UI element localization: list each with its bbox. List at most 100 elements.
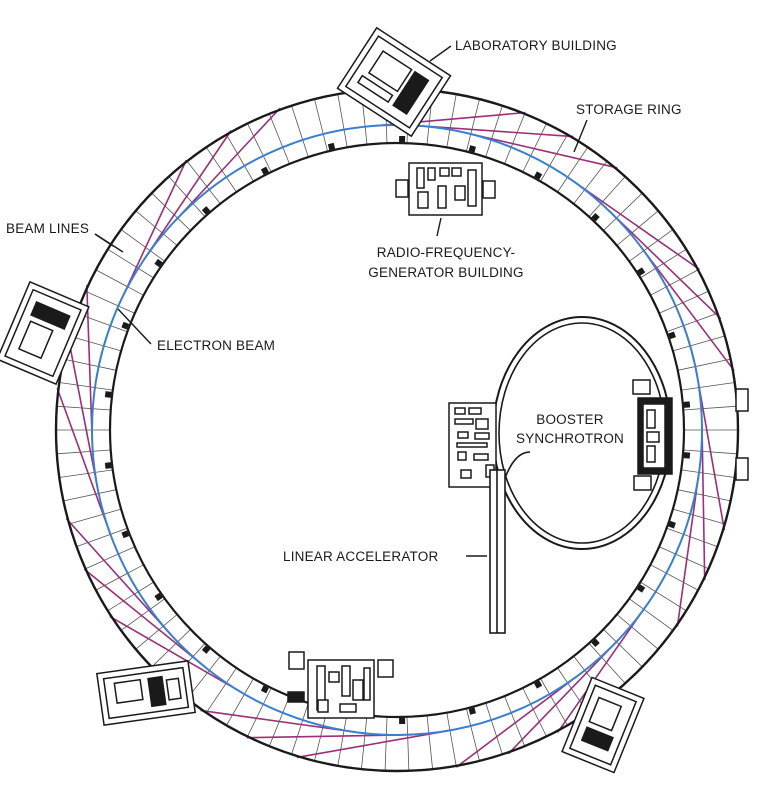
beam-line bbox=[67, 335, 99, 489]
ring-segment-line bbox=[466, 99, 480, 152]
booster-equipment-building bbox=[632, 379, 673, 491]
magnet-block bbox=[668, 331, 676, 340]
ring-segment-line bbox=[603, 192, 643, 231]
ring-segment-line bbox=[151, 192, 191, 231]
linear-accelerator-tube bbox=[489, 451, 531, 634]
beam-line bbox=[56, 387, 112, 535]
magnet-block bbox=[534, 171, 543, 180]
ring-segment-line bbox=[672, 335, 725, 352]
ring-segment-line bbox=[151, 629, 191, 668]
magnet-block bbox=[534, 680, 543, 689]
outer-marker-square-1 bbox=[735, 388, 749, 412]
ring-segment-line bbox=[120, 598, 166, 631]
ring-segment-line bbox=[672, 508, 725, 525]
rf-generator-building bbox=[395, 162, 496, 216]
magnet-block bbox=[154, 258, 163, 268]
label-storage-ring: STORAGE RING bbox=[576, 102, 682, 117]
beam-line bbox=[465, 132, 618, 169]
ring-segment-line bbox=[666, 313, 718, 333]
magnet-block bbox=[121, 321, 130, 330]
magnet-block bbox=[668, 520, 676, 529]
ring-segment-line bbox=[681, 469, 735, 478]
laboratory-building-bottom-left bbox=[95, 660, 197, 726]
ring-segment-line bbox=[247, 687, 272, 737]
laboratory-building-left bbox=[0, 280, 90, 386]
ring-segment-line bbox=[540, 678, 568, 726]
label-rf-building-line2: GENERATOR BUILDING bbox=[368, 265, 523, 280]
ring-segment-line bbox=[337, 94, 348, 148]
beam-line bbox=[701, 424, 706, 581]
magnet-block bbox=[260, 685, 269, 694]
ring-segment-line bbox=[361, 715, 368, 770]
beam-line bbox=[65, 517, 171, 635]
beam-line bbox=[119, 159, 188, 302]
ring-segment-line bbox=[588, 643, 626, 684]
ring-segment-line bbox=[205, 667, 237, 713]
ring-segment-line bbox=[603, 629, 643, 668]
magnet-block bbox=[636, 267, 646, 276]
ring-segment-line bbox=[628, 229, 674, 262]
linac-control-building bbox=[448, 402, 497, 488]
ring-segment-line bbox=[540, 134, 568, 182]
label-booster-line1: BOOSTER bbox=[536, 412, 603, 427]
ring-segment-line bbox=[63, 489, 117, 502]
ring-segment-line bbox=[504, 113, 526, 165]
leader-electron-beam bbox=[117, 308, 152, 345]
beam-line bbox=[676, 472, 700, 627]
ring-segment-line bbox=[466, 708, 480, 761]
beam-lines bbox=[56, 107, 735, 768]
magnet-block bbox=[121, 530, 130, 539]
label-beam-lines: BEAM LINES bbox=[6, 221, 89, 236]
ring-segment-line bbox=[247, 123, 272, 173]
beam-line bbox=[83, 568, 206, 668]
leader-rf-building bbox=[436, 217, 442, 237]
magnet-block bbox=[399, 717, 406, 725]
ring-segment-line bbox=[135, 614, 178, 650]
ring-segment-line bbox=[95, 269, 144, 296]
leader-beam-lines-2 bbox=[94, 233, 124, 253]
ring-segment-line bbox=[85, 546, 135, 570]
ring-segment-line bbox=[616, 210, 659, 246]
beam-line bbox=[173, 107, 281, 223]
beam-line bbox=[246, 734, 403, 739]
beam-line bbox=[608, 210, 722, 320]
ring-segment-line bbox=[616, 614, 659, 650]
ring-segment-line bbox=[69, 508, 122, 525]
ring-segment-line bbox=[406, 716, 410, 771]
ring-segment-line bbox=[226, 678, 254, 726]
ring-segment-line bbox=[650, 564, 699, 591]
beam-line bbox=[109, 615, 245, 695]
ring-segment-line bbox=[426, 715, 433, 770]
ring-segment-line bbox=[650, 269, 699, 296]
ring-segment-line bbox=[59, 382, 113, 391]
magnet-block bbox=[683, 452, 691, 459]
ring-segment-line bbox=[522, 123, 547, 173]
leader-laboratory-building bbox=[429, 45, 452, 62]
ring-segment-line bbox=[205, 147, 237, 193]
ring-segment-line bbox=[588, 176, 626, 217]
ring-segment-line bbox=[640, 581, 687, 612]
bottom-rf-building bbox=[287, 651, 394, 719]
ring-segment-line bbox=[677, 489, 731, 502]
ring-segment-line bbox=[291, 105, 309, 158]
ring-segment-line bbox=[69, 335, 122, 352]
leader-storage-ring bbox=[573, 119, 588, 153]
magnet-block bbox=[468, 707, 476, 715]
label-laboratory-building: LABORATORY BUILDING bbox=[455, 38, 617, 53]
storage-ring-inner-wall bbox=[108, 141, 686, 719]
magnet-block bbox=[683, 401, 691, 408]
outer-marker-square-2 bbox=[735, 457, 749, 481]
magnet-block bbox=[636, 584, 646, 593]
ring-segment-line bbox=[504, 695, 526, 747]
ring-segment-line bbox=[107, 581, 154, 612]
ring-segment-line bbox=[120, 229, 166, 262]
ring-segment-line bbox=[76, 527, 128, 547]
ring-segment-line bbox=[291, 702, 309, 755]
magnet-block bbox=[260, 166, 269, 175]
ring-segment-line bbox=[135, 210, 178, 246]
beam-line bbox=[143, 130, 232, 260]
laboratory-building-top bbox=[336, 26, 452, 138]
ring-segment-line bbox=[56, 449, 111, 455]
beam-line bbox=[200, 709, 355, 733]
